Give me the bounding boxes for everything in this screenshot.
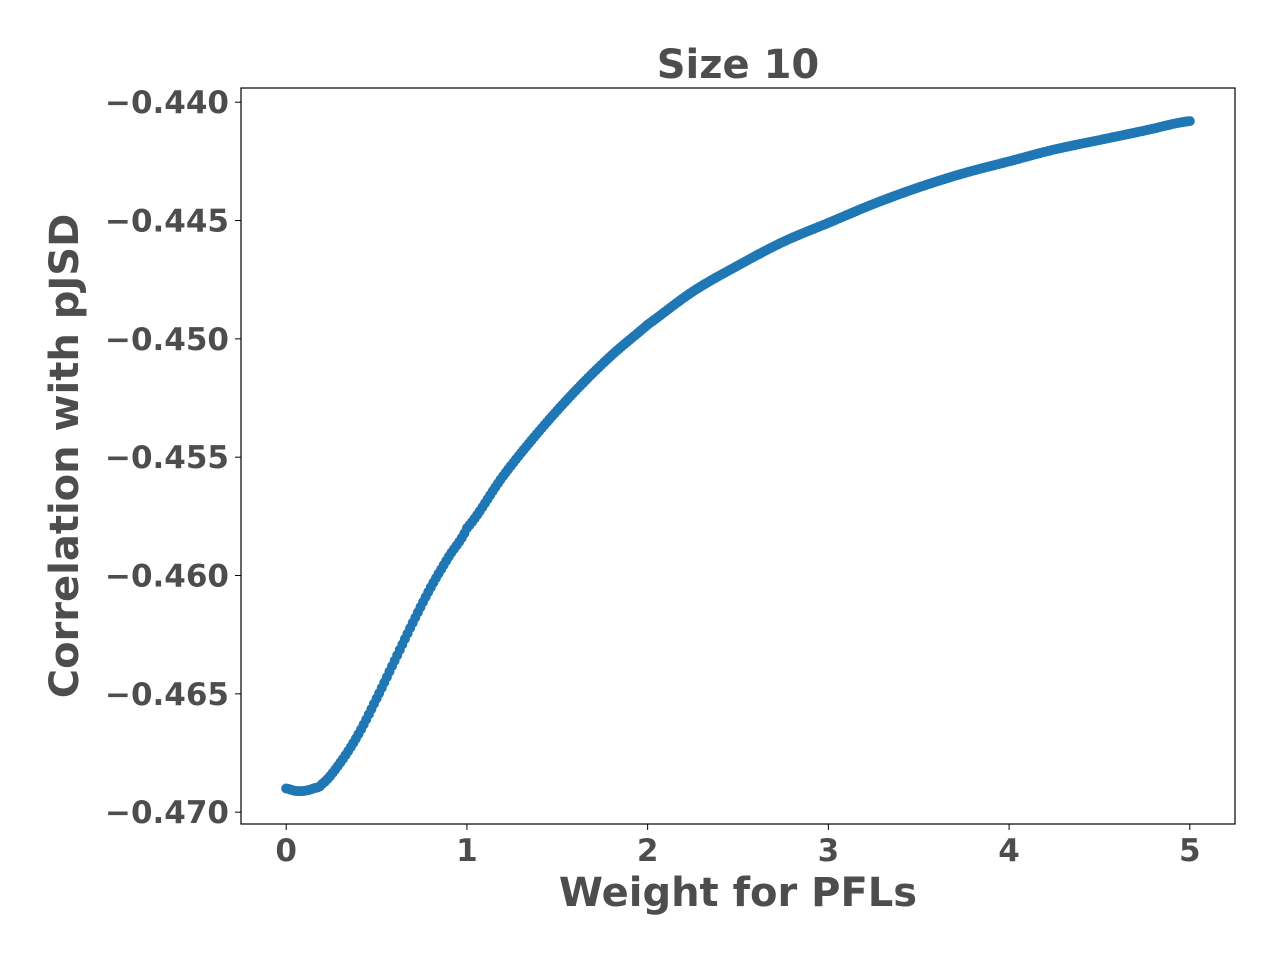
x-tick-label: 5 — [1179, 833, 1201, 869]
y-tick-label: −0.445 — [105, 204, 229, 240]
data-point — [368, 698, 379, 709]
x-axis: 0 1 2 3 4 5 — [275, 824, 1201, 869]
data-point — [423, 587, 434, 598]
x-tick-label: 4 — [998, 833, 1020, 869]
y-tick-label: −0.440 — [105, 85, 229, 121]
chart-title: Size 10 — [657, 42, 820, 88]
data-point — [441, 555, 452, 566]
y-tick-label: −0.465 — [105, 677, 229, 713]
data-point — [1182, 116, 1193, 127]
y-tick-label: −0.455 — [105, 440, 229, 476]
x-axis-label: Weight for PFLs — [559, 870, 917, 916]
data-point — [405, 623, 416, 634]
y-tick-label: −0.470 — [105, 795, 229, 831]
x-tick-label: 1 — [456, 833, 478, 869]
y-axis: −0.440 −0.445 −0.450 −0.455 −0.460 −0.465 −0.4… — [105, 85, 241, 831]
x-tick-label: 3 — [818, 833, 840, 869]
data-point — [332, 761, 343, 772]
data-point — [350, 733, 361, 744]
data-point — [459, 528, 470, 539]
data-point — [387, 661, 398, 672]
x-tick-label: 0 — [275, 833, 297, 869]
y-tick-label: −0.460 — [105, 559, 229, 595]
data-point — [495, 474, 506, 485]
plot-area — [281, 116, 1195, 797]
plot-frame — [240, 87, 1236, 825]
y-tick-label: −0.450 — [105, 322, 229, 358]
x-tick-label: 2 — [637, 833, 659, 869]
y-axis-label: Correlation with pJSD — [42, 214, 88, 699]
